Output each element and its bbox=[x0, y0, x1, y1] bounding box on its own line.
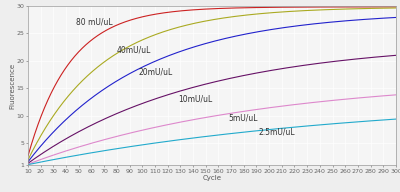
Text: 80 mU/uL: 80 mU/uL bbox=[76, 18, 113, 27]
Text: 5mU/uL: 5mU/uL bbox=[228, 114, 258, 123]
Text: 2.5mU/uL: 2.5mU/uL bbox=[259, 128, 296, 137]
Y-axis label: Fluorescence: Fluorescence bbox=[9, 62, 15, 108]
Text: 40mU/uL: 40mU/uL bbox=[117, 45, 151, 54]
Text: 20mU/uL: 20mU/uL bbox=[138, 67, 173, 76]
X-axis label: Cycle: Cycle bbox=[202, 175, 222, 181]
Text: 10mU/uL: 10mU/uL bbox=[178, 95, 212, 104]
